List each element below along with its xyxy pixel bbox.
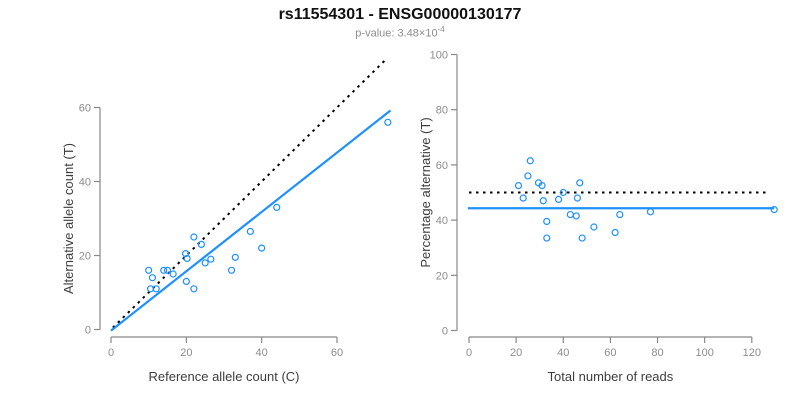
right-data-point <box>554 195 563 203</box>
right-y-tick-label: 20 <box>436 270 448 282</box>
left-data-point <box>190 233 198 241</box>
right-data-point <box>526 157 534 165</box>
right-data-point <box>514 182 523 190</box>
right-data-point <box>616 210 624 219</box>
left-x-axis-title: Reference allele count (C) <box>148 369 299 384</box>
left-x-tick-label: 60 <box>331 347 343 359</box>
right-x-tick-label: 60 <box>604 347 616 359</box>
left-data-point <box>146 285 155 293</box>
right-data-point <box>538 182 546 190</box>
left-y-tick-label: 20 <box>79 251 91 263</box>
right-x-tick-label: 80 <box>651 347 663 359</box>
left-data-point <box>169 270 177 278</box>
left-y-tick-label: 60 <box>79 103 91 115</box>
left-data-point <box>163 266 172 274</box>
left-data-point <box>183 254 191 263</box>
left-data-point <box>231 253 239 261</box>
subtitle-pvalue-exponent: -4 <box>437 25 445 34</box>
left-x-tick-label: 20 <box>180 347 192 359</box>
left-x-tick-label: 40 <box>256 347 268 359</box>
right-y-tick-label: 0 <box>442 326 448 338</box>
right-y-tick-label: 40 <box>436 215 448 227</box>
left-data-point <box>246 227 254 236</box>
right-x-tick-label: 100 <box>695 347 713 359</box>
subtitle-pvalue-text: p-value: 3.48×10 <box>355 27 438 40</box>
right-data-point <box>519 194 527 202</box>
identity-line <box>112 59 386 329</box>
right-data-point <box>590 223 598 231</box>
right-data-point <box>543 234 551 242</box>
left-data-point <box>182 277 190 285</box>
left-data-point <box>227 266 236 274</box>
right-x-tick-label: 120 <box>743 347 761 359</box>
plot-subtitle: p-value: 3.48×10-4 <box>0 25 800 40</box>
right-data-point <box>770 206 778 214</box>
right-data-point <box>576 179 584 187</box>
right-data-point <box>539 197 547 205</box>
right-data-point <box>566 210 574 219</box>
left-data-point <box>148 274 157 282</box>
left-y-tick-label: 0 <box>85 325 91 337</box>
left-data-point <box>160 266 168 274</box>
right-y-tick-label: 80 <box>436 105 448 117</box>
left-x-tick-label: 0 <box>108 347 114 359</box>
left-data-point <box>201 259 209 267</box>
page-title: rs11554301 - ENSG00000130177 <box>278 6 522 23</box>
right-x-axis-title: Total number of reads <box>548 369 674 384</box>
left-data-point <box>197 240 206 248</box>
right-data-point <box>543 217 551 226</box>
left-data-point <box>181 250 190 258</box>
right-data-point <box>646 208 655 216</box>
right-y-axis-title: Percentage alternative (T) <box>418 117 433 267</box>
left-data-point <box>258 244 266 252</box>
right-data-point <box>524 172 532 180</box>
right-data-point <box>573 194 582 202</box>
right-y-tick-label: 60 <box>436 160 448 172</box>
left-data-point <box>273 203 281 211</box>
right-x-tick-label: 40 <box>557 347 569 359</box>
right-data-point <box>559 188 567 197</box>
left-data-point <box>384 118 392 126</box>
right-data-point <box>611 228 619 237</box>
left-y-tick-label: 40 <box>79 177 91 189</box>
fit-line <box>110 109 392 332</box>
left-y-axis-title: Alternative allele count (T) <box>61 143 76 294</box>
left-data-point <box>190 285 198 293</box>
left-data-point <box>145 266 153 274</box>
right-data-point <box>578 234 586 242</box>
right-x-tick-label: 0 <box>466 347 472 359</box>
left-data-point <box>207 255 215 263</box>
right-data-point <box>572 212 580 220</box>
right-x-tick-label: 20 <box>510 347 522 359</box>
right-y-tick-label: 100 <box>430 50 448 62</box>
